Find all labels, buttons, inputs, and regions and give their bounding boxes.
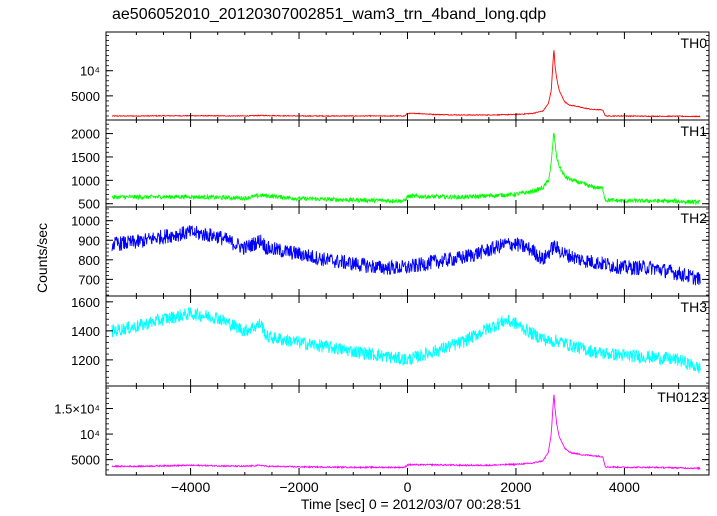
panel-label-th1: TH1 bbox=[681, 123, 708, 139]
y-tick-label: 5000 bbox=[71, 453, 100, 468]
x-tick-label: 4000 bbox=[609, 479, 640, 495]
y-tick-label: 1400 bbox=[71, 324, 100, 339]
chart-title: ae506052010_20120307002851_wam3_trn_4ban… bbox=[112, 6, 546, 23]
y-tick-label: 1200 bbox=[71, 353, 100, 368]
y-tick-label: 1600 bbox=[71, 295, 100, 310]
y-tick-label: 1.5×10⁴ bbox=[54, 402, 100, 417]
panel-th1: 500 1000 1500 2000 TH1 bbox=[71, 119, 710, 212]
y-tick-label: 1000 bbox=[71, 173, 100, 188]
series-line-th1 bbox=[111, 132, 701, 206]
series-line-th0 bbox=[111, 50, 701, 118]
panel-frame bbox=[105, 31, 710, 121]
x-tick-labels: −4000 −2000 0 2000 4000 bbox=[171, 479, 640, 495]
y-axis-label: Counts/sec bbox=[34, 223, 50, 293]
x-tick-label: 0 bbox=[404, 479, 412, 495]
panel-frame bbox=[105, 385, 710, 476]
y-tick-label: 1000 bbox=[71, 214, 100, 229]
panel-th3: 1200 1400 1600 TH3 bbox=[71, 295, 710, 387]
panel-th0123: 5000 10⁴ 1.5×10⁴ TH0123 bbox=[54, 385, 710, 476]
y-tick-label: 5000 bbox=[71, 89, 100, 104]
panels-group: 5000 10⁴ TH0 500 1000 1500 2000 TH1 700 800 900 100… bbox=[54, 31, 710, 476]
y-tick-label: 10⁴ bbox=[80, 64, 100, 79]
panel-frame bbox=[105, 206, 710, 297]
x-axis-label: Time [sec] 0 = 2012/03/07 00:28:51 bbox=[301, 496, 521, 512]
y-tick-label: 900 bbox=[78, 233, 100, 248]
panel-frame bbox=[105, 295, 710, 387]
panel-th2: 700 800 900 1000 TH2 bbox=[71, 206, 710, 297]
series-line-th2 bbox=[111, 225, 701, 286]
panel-label-th2: TH2 bbox=[681, 210, 708, 226]
x-tick-label: −2000 bbox=[279, 479, 319, 495]
y-tick-label: 1500 bbox=[71, 150, 100, 165]
y-tick-label: 500 bbox=[78, 197, 100, 212]
series-line-th3 bbox=[111, 306, 701, 374]
panel-label-th3: TH3 bbox=[681, 299, 708, 315]
panel-frame bbox=[105, 119, 710, 208]
panel-th0: 5000 10⁴ TH0 bbox=[71, 31, 710, 121]
x-tick-label: 2000 bbox=[500, 479, 531, 495]
x-tick-label: −4000 bbox=[171, 479, 211, 495]
y-tick-label: 2000 bbox=[71, 127, 100, 142]
y-tick-label: 800 bbox=[78, 253, 100, 268]
panel-label-th0: TH0 bbox=[681, 35, 708, 51]
series-line-th0123 bbox=[111, 394, 701, 471]
y-tick-label: 700 bbox=[78, 272, 100, 287]
panel-label-th0123: TH0123 bbox=[657, 389, 707, 405]
y-tick-label: 10⁴ bbox=[80, 427, 100, 442]
